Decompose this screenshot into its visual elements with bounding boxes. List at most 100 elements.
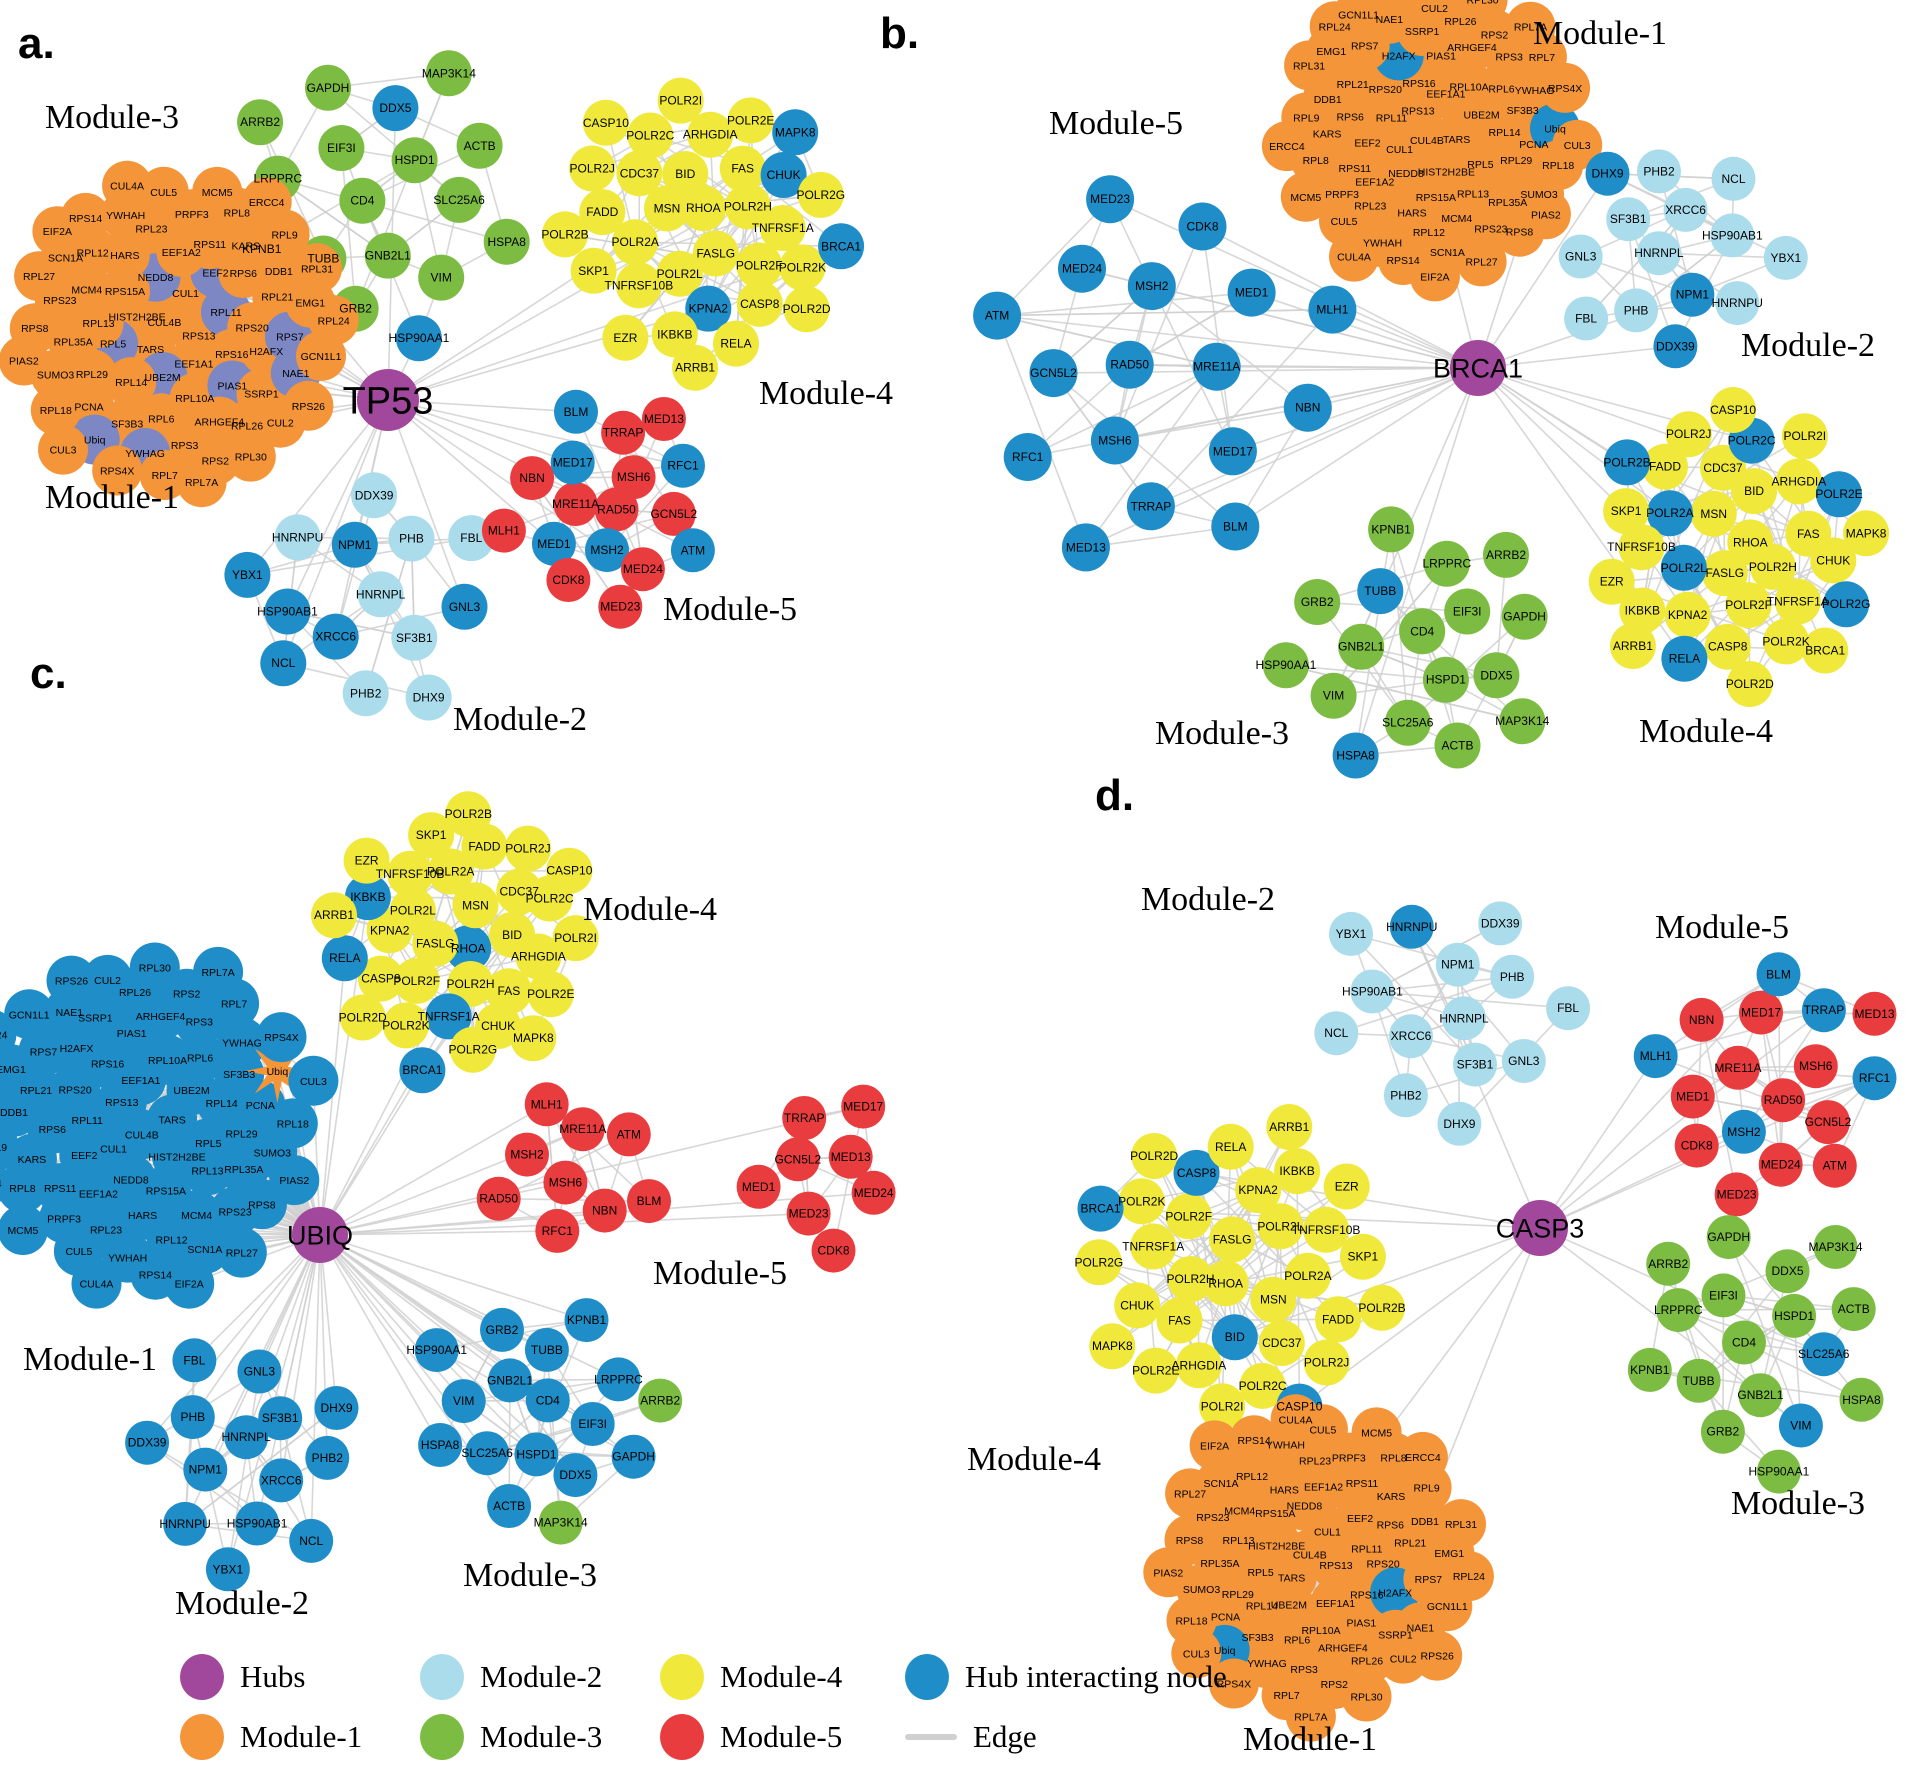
node-label: POLR2B [541,227,588,241]
node-label: KPNB1 [242,242,282,256]
node-POLR2E [727,97,774,144]
node-label: CD4 [350,194,374,208]
node-FASLG [412,920,459,967]
node-label: POLR2C [1239,1379,1287,1393]
node-PIAS2 [269,1155,320,1206]
node-label: KARS [1313,129,1342,141]
node-POLR2L [1660,544,1707,591]
node-RPL30 [225,431,276,482]
node-MAP3K14 [1499,698,1546,745]
node-label: HNRNPL [356,587,406,601]
node-label: RPL11 [1376,113,1407,125]
node-label: RPS11 [1346,1478,1379,1490]
node-FBL [1564,296,1609,341]
node-NPM1 [183,1447,228,1492]
node-HSPA8 [1332,732,1379,779]
node-label: MRE11A [552,497,599,511]
node-POLR2J [504,825,551,872]
node-label: RPS15A [1416,192,1456,204]
node-label: RAD50 [1764,1093,1803,1107]
node-RPS26 [1379,0,1425,15]
module-title-d-module-2: Module-2 [1141,881,1275,918]
node-label: LRPPRC [253,172,302,186]
node-label: KARS [232,241,261,253]
node-label: DDB1 [1314,94,1342,106]
node-label: DDX5 [1771,1264,1803,1278]
node-label: RPL30 [1350,1692,1382,1704]
node-label: RPL11 [210,307,241,319]
node-ARRB2 [237,99,284,146]
node-label: RPS6 [39,1124,67,1136]
node-label: RAD50 [1110,358,1149,372]
node-label: TRRAP [784,1111,825,1125]
node-VIM [1778,1403,1823,1448]
node-label: NAE1 [1376,14,1404,26]
node-label: SKP1 [1611,504,1642,518]
node-HSPD1 [1772,1293,1817,1338]
node-POLR2G [797,171,844,218]
node-label: MSH6 [1799,1059,1833,1073]
node-label: RPL10A [148,1055,187,1067]
node-MED1 [1227,268,1276,317]
node-label: ACTB [1838,1302,1870,1316]
node-label: SCN1A [1203,1478,1238,1490]
node-RAD50 [594,487,639,532]
node-POLR2I [657,77,704,124]
node-label: YWHAG [125,448,165,460]
node-label: EMG1 [0,1064,26,1076]
node-label: MED17 [1741,1006,1781,1020]
node-ATM [1812,1143,1857,1188]
node-GAPDH [1706,1215,1751,1260]
node-POLR2I [1199,1383,1246,1430]
node-label: RPL12 [156,1235,188,1247]
node-EZR [343,837,390,884]
node-POLR2A [612,219,659,266]
node-label: NCL [271,656,295,670]
node-HNRNPL [357,571,404,618]
node-MED24 [1058,244,1106,293]
node-HSPD1 [514,1432,559,1477]
node-label: RPS14 [139,1270,172,1282]
node-label: RELA [720,337,751,351]
node-RFC1 [535,1208,580,1253]
node-label: EEF1A1 [174,359,213,371]
node-label: RPS2 [173,989,201,1001]
node-RPS4X [256,1012,307,1063]
node-label: RPL23 [1299,1456,1331,1468]
node-label: POLR2G [796,188,845,202]
node-HNRNPU [274,514,321,561]
node-label: MSH2 [590,543,624,557]
node-ARHGDIA [687,111,734,158]
node-label: CUL4B [1293,1549,1327,1561]
node-MED17 [550,440,595,485]
module-title-d-module-4: Module-4 [967,1441,1101,1478]
node-GAPDH [611,1434,656,1479]
node-RPL31 [1284,40,1335,91]
node-label: KPNA2 [1238,1183,1278,1197]
node-label: CASP10 [1276,1400,1322,1414]
hub-label-UBIQ: UBIQ [287,1220,353,1250]
node-ACTB [1831,1287,1876,1332]
node-PIAS2 [1520,189,1571,240]
node-label: CUL3 [1183,1648,1210,1660]
node-label: CASP10 [583,116,629,130]
node-ARHGDIA [515,933,562,980]
node-label: RPL35A [1200,1558,1239,1570]
node-RPS4X [1208,1658,1259,1709]
node-label: RFC1 [542,1224,574,1238]
node-RHOA [680,185,727,232]
node-label: DDB1 [265,266,293,278]
node-XRCC6 [259,1458,304,1503]
node-label: DHX9 [1443,1117,1475,1131]
node-label: DHX9 [320,1401,352,1415]
node-label: RPL9 [1413,1483,1439,1495]
node-label: NCL [1721,172,1745,186]
node-label: HNRNPU [1386,920,1437,934]
node-label: GNB2L1 [1737,1388,1783,1402]
node-label: MAP3K14 [1495,714,1549,728]
node-NPM1 [1670,272,1715,317]
node-label: CUL1 [1314,1527,1341,1539]
node-RPL13 [182,1145,233,1196]
node-label: RPL10A [1450,82,1489,94]
node-KPNA2 [1664,591,1711,638]
